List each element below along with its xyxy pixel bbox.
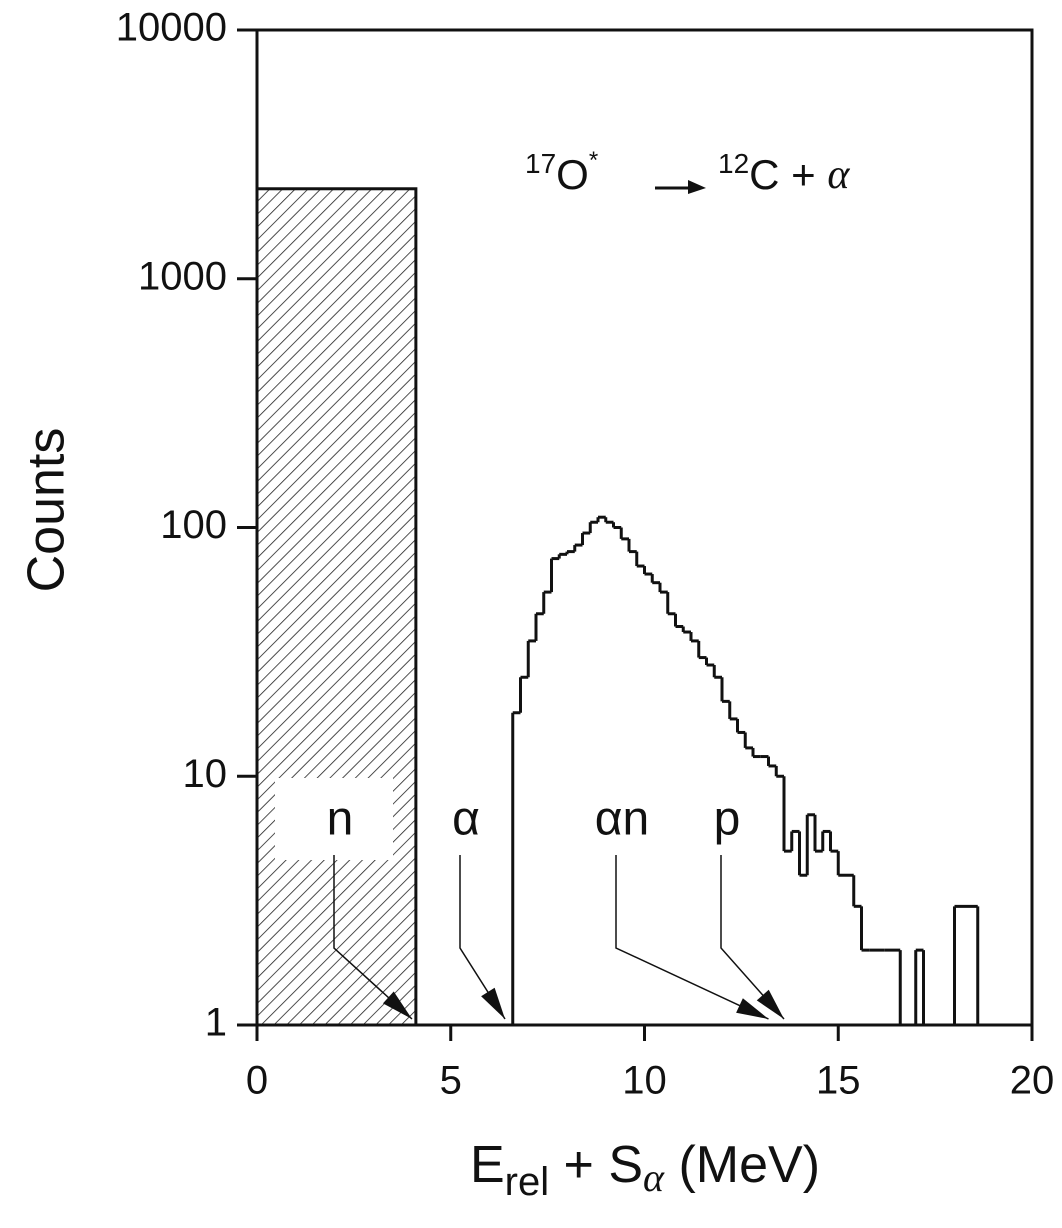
hatched-bar	[255, 187, 418, 1027]
x-label-unit: (MeV)	[664, 1136, 820, 1194]
x-label-main: E	[470, 1136, 505, 1194]
y-tick-label: 10000	[116, 6, 227, 50]
reaction-text-a: 17O*	[525, 147, 598, 198]
marker-line	[459, 855, 506, 1020]
x-label-sub2: α	[643, 1155, 665, 1200]
marker-line	[333, 855, 413, 1020]
x-label-mid: + S	[549, 1136, 643, 1194]
y-tick-label: 1	[205, 1001, 227, 1045]
marker-line	[615, 855, 769, 1020]
x-tick-label: 20	[1010, 1059, 1055, 1103]
marker-label: αn	[595, 793, 649, 846]
x-tick-label: 0	[246, 1059, 268, 1103]
reaction-b: C +	[749, 151, 827, 198]
marker-arrow	[481, 987, 505, 1019]
reaction-a: O	[556, 151, 589, 198]
label-box	[275, 778, 393, 860]
y-tick-label: 100	[160, 503, 227, 547]
y-tick-label: 1000	[138, 254, 227, 298]
marker-label: p	[714, 793, 741, 846]
x-label-sub: rel	[505, 1160, 549, 1204]
marker-label: α	[452, 793, 480, 846]
x-tick-label: 10	[622, 1059, 667, 1103]
marker-line	[720, 855, 785, 1020]
x-axis-label: Erel + Sα (MeV)	[470, 1136, 820, 1204]
reaction-text-b: 12C + α	[718, 148, 850, 198]
marker-label: n	[327, 793, 354, 846]
marker-arrow	[736, 998, 769, 1019]
y-tick-label: 10	[183, 752, 228, 796]
reaction-a-mass: 17	[525, 148, 556, 179]
reaction-arrow-head	[688, 180, 706, 194]
marker-arrow	[382, 991, 412, 1019]
reaction-a-star: *	[589, 147, 598, 174]
reaction-b-mass: 12	[718, 148, 749, 179]
reaction-c: α	[827, 152, 850, 198]
x-tick-label: 15	[816, 1059, 861, 1103]
x-tick-label: 5	[440, 1059, 462, 1103]
y-axis-label: Counts	[18, 428, 76, 593]
marker-arrow	[756, 989, 784, 1019]
reaction-label: 17O* 12C + α	[525, 147, 850, 198]
